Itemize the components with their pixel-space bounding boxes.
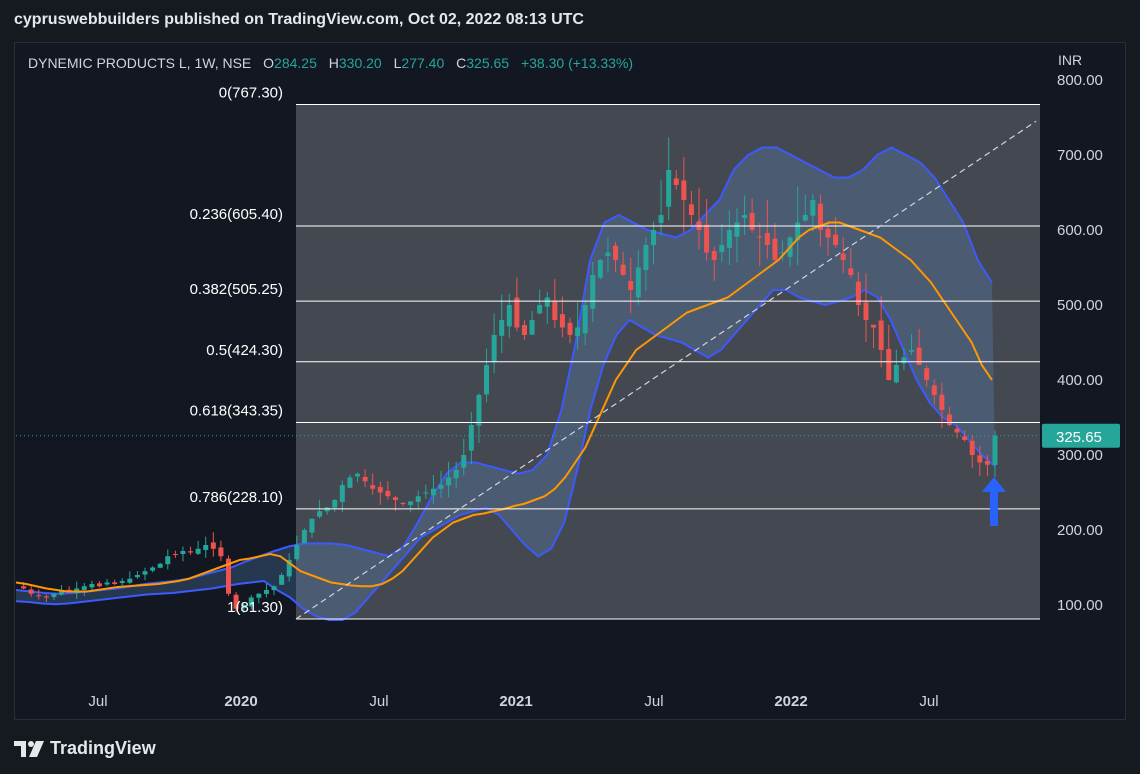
symbol-title: DYNEMIC PRODUCTS L, 1W, NSE (28, 55, 252, 71)
change-value: +38.30 (+13.33%) (520, 55, 634, 71)
tradingview-brand[interactable]: TradingView (14, 738, 156, 759)
open-value: 284.25 (274, 55, 317, 71)
high-value: 330.20 (338, 55, 382, 71)
low-value: 277.40 (401, 55, 445, 71)
close-value: 325.65 (466, 55, 510, 71)
close-label: C (456, 55, 467, 71)
chart-frame[interactable] (14, 42, 1126, 720)
low-label: L (393, 55, 402, 71)
symbol-legend: DYNEMIC PRODUCTS L, 1W, NSE O284.25 H330… (28, 55, 633, 71)
publish-caption: cypruswebbuilders published on TradingVi… (14, 11, 584, 28)
open-label: O (263, 55, 275, 71)
currency-unit[interactable]: INR (1058, 52, 1083, 68)
tradingview-logo-icon (14, 740, 44, 757)
high-label: H (328, 55, 339, 71)
brand-name: TradingView (50, 738, 156, 758)
